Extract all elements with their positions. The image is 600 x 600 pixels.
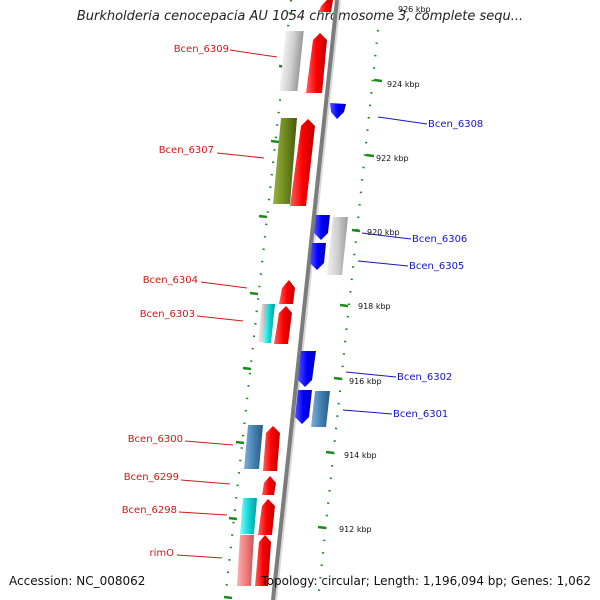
gene-label[interactable]: Bcen_6306 [412, 234, 467, 245]
gene-label[interactable]: Bcen_6300 [128, 434, 183, 445]
accession-text: Accession: NC_008062 [9, 574, 146, 588]
gene-label[interactable]: Bcen_6298 [122, 505, 177, 516]
gene-label[interactable]: Bcen_6307 [159, 145, 214, 156]
gene-bcen-6298-cyan[interactable] [240, 498, 257, 534]
gene-label[interactable]: rimO [149, 548, 174, 559]
scale-label: 916 kbp [349, 377, 382, 386]
backbone [271, 0, 339, 600]
gene-bcen-6308[interactable] [330, 103, 346, 119]
gene-top-partial[interactable] [319, 0, 333, 12]
gene-rimo-pink[interactable] [237, 535, 254, 586]
gene-label[interactable]: Bcen_6309 [174, 44, 229, 55]
gene-features [237, 0, 348, 586]
gene-bcen-6307-olive[interactable] [273, 118, 297, 204]
gene-label[interactable]: Bcen_6308 [428, 119, 483, 130]
gene-bcen-6306[interactable] [314, 215, 330, 240]
gene-bcen-6302[interactable] [298, 351, 316, 387]
scale-label: 920 kbp [367, 228, 400, 237]
scale-label: 922 kbp [376, 154, 409, 163]
gene-label[interactable]: Bcen_6299 [124, 472, 179, 483]
gene-label[interactable]: Bcen_6304 [143, 275, 198, 286]
scale-label: 926 kbp [398, 5, 431, 14]
gene-bcen-6303[interactable] [274, 306, 292, 344]
topology-text: Topology: circular; Length: 1,196,094 bp… [261, 574, 591, 588]
gene-label[interactable]: Bcen_6303 [140, 309, 195, 320]
gene-bcen-6300[interactable] [263, 426, 280, 471]
scale-label: 918 kbp [358, 302, 391, 311]
gene-bcen-6305-gray[interactable] [327, 217, 348, 275]
gene-rimo[interactable] [255, 535, 271, 586]
scale-ticks [223, 64, 383, 600]
gene-bcen-6309[interactable] [306, 33, 327, 93]
gene-bcen-6309-gray[interactable] [279, 31, 304, 91]
gene-bcen-6299[interactable] [262, 476, 276, 495]
gene-bcen-6303-cyan[interactable] [263, 304, 275, 343]
gene-bcen-6300-steel[interactable] [244, 425, 263, 469]
gene-label[interactable]: Bcen_6301 [393, 409, 448, 420]
inner-ring-ticks [223, 0, 293, 600]
scale-label: 912 kbp [339, 525, 372, 534]
gene-bcen-6301[interactable] [295, 390, 312, 424]
gene-label[interactable]: Bcen_6302 [397, 372, 452, 383]
scale-label: 924 kbp [387, 80, 420, 89]
leader-lines [176, 49, 428, 559]
gene-bcen-6298[interactable] [258, 499, 275, 535]
gene-bcen-6307[interactable] [290, 119, 315, 206]
gene-bcen-6304[interactable] [279, 280, 295, 304]
map-title: Burkholderia cenocepacia AU 1054 chromos… [76, 9, 524, 24]
gene-label[interactable]: Bcen_6305 [409, 261, 464, 272]
scale-label: 914 kbp [344, 451, 377, 460]
gene-bcen-6305[interactable] [310, 243, 326, 270]
gene-bcen-6301-steel[interactable] [311, 391, 330, 427]
